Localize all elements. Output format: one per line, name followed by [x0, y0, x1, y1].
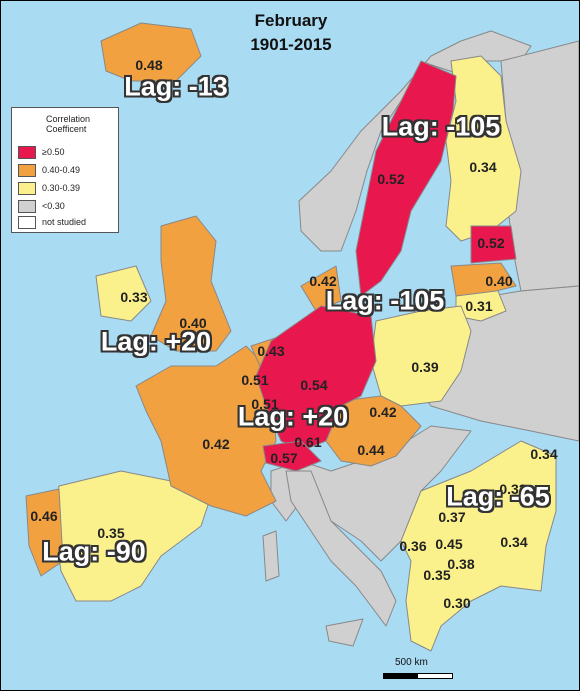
value-finland: 0.34: [469, 159, 497, 175]
value-estonia: 0.52: [477, 235, 505, 251]
region-norway-coast: [300, 265, 342, 312]
legend-swatch: [18, 216, 36, 229]
region-iceland: [100, 22, 202, 82]
legend-label: 0.40-0.49: [42, 165, 81, 175]
value-czech: 0.42: [369, 404, 397, 420]
value-macedonia: 0.38: [447, 556, 475, 572]
legend-title: Correlation Coefficent: [46, 114, 91, 134]
region-portugal: [25, 488, 64, 577]
lag-central: Lag: +20: [237, 401, 349, 432]
lag-iceland: Lag: -13: [124, 71, 228, 102]
value-portugal: 0.46: [30, 508, 58, 524]
region-norway: [298, 30, 532, 252]
value-montenegro: 0.45: [435, 536, 463, 552]
region-estonia: [470, 225, 517, 264]
region-czech-austria: [325, 395, 422, 467]
lag-baltic: Lag: -105: [325, 285, 445, 316]
legend-item: 0.30-0.39: [18, 182, 116, 195]
value-moldova: 0.34: [530, 446, 558, 462]
region-germany: [255, 305, 377, 452]
legend-swatch: [18, 182, 36, 195]
lag-scandinavia: Lag: -105: [381, 111, 501, 142]
legend-label: ≥0.50: [42, 147, 65, 157]
region-ireland: [95, 265, 152, 322]
region-sicily: [325, 618, 364, 647]
value-romania: 0.33: [499, 481, 527, 497]
map-title: February: [254, 11, 328, 30]
lag-britain: Lag: +20: [100, 326, 212, 357]
value-norway-coast: 0.42: [309, 273, 337, 289]
lag-balkans: Lag: -65: [446, 481, 550, 512]
legend-swatch: [18, 200, 36, 213]
value-greece: 0.30: [443, 595, 471, 611]
value-netherlands: 0.43: [257, 343, 285, 359]
legend-swatch: [18, 146, 36, 159]
lag-iberia: Lag: -90: [42, 536, 146, 567]
region-sardinia: [262, 530, 280, 582]
value-britain: 0.40: [179, 315, 207, 331]
value-poland: 0.39: [411, 359, 439, 375]
value-germany: 0.54: [300, 377, 328, 393]
value-albania: 0.35: [423, 567, 451, 583]
value-france: 0.42: [202, 436, 230, 452]
scale-bar: [383, 673, 453, 679]
legend-label: not studied: [42, 217, 87, 227]
region-poland: [370, 305, 472, 407]
legend: Correlation Coefficent ≥0.50 0.40-0.49 0…: [11, 107, 119, 233]
legend-item: ≥0.50: [18, 146, 116, 159]
region-latvia: [450, 262, 517, 297]
value-sweden: 0.52: [377, 171, 405, 187]
scale-label: 500 km: [395, 657, 428, 668]
region-switzerland: [262, 440, 322, 472]
value-luxembourg: 0.51: [251, 396, 279, 412]
legend-item: not studied: [18, 216, 116, 229]
value-switzerland: 0.61: [294, 434, 322, 450]
value-spain: 0.35: [97, 525, 125, 541]
legend-label: <0.30: [42, 201, 65, 211]
legend-label: 0.30-0.39: [42, 183, 81, 193]
value-belgium: 0.51: [241, 372, 269, 388]
value-latvia: 0.40: [485, 273, 513, 289]
region-britain: [150, 215, 232, 352]
value-bosnia: 0.36: [399, 538, 427, 554]
value-lithuania: 0.31: [465, 298, 493, 314]
legend-item: 0.40-0.49: [18, 164, 116, 177]
region-sweden: [355, 60, 457, 297]
region-italy: [285, 470, 397, 627]
legend-item: <0.30: [18, 200, 116, 213]
legend-swatch: [18, 164, 36, 177]
value-serbia: 0.37: [438, 509, 466, 525]
value-ireland: 0.33: [120, 289, 148, 305]
value-switzerland-west: 0.57: [270, 450, 298, 466]
value-bulgaria: 0.34: [500, 534, 528, 550]
region-balkans: [400, 440, 557, 652]
value-iceland: 0.48: [135, 57, 163, 73]
region-france: [135, 345, 277, 517]
value-austria: 0.44: [357, 442, 385, 458]
map-subtitle: 1901-2015: [250, 35, 332, 54]
